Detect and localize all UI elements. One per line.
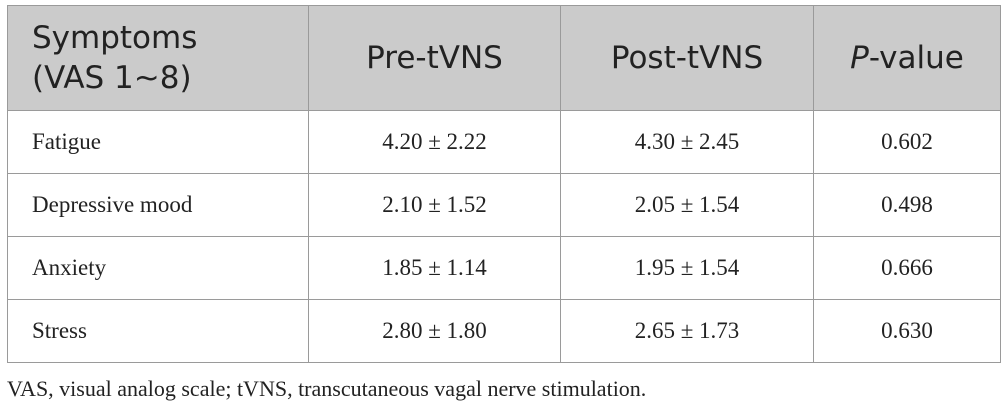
header-row: Symptoms (VAS 1∼8) Pre-tVNS Post-tVNS P-…: [7, 5, 1001, 111]
table-cell: 4.20 ± 2.22: [308, 110, 561, 174]
table-cell: 0.666: [813, 236, 1001, 300]
table-cell: 0.630: [813, 299, 1001, 363]
table-cell: 2.65 ± 1.73: [560, 299, 814, 363]
table-row: Stress 2.80 ± 1.80 2.65 ± 1.73 0.630: [7, 299, 1001, 363]
table-row: Anxiety 1.85 ± 1.14 1.95 ± 1.54 0.666: [7, 236, 1001, 300]
table-cell: Stress: [7, 299, 309, 363]
table-cell: 1.85 ± 1.14: [308, 236, 561, 300]
table-cell: 0.498: [813, 173, 1001, 237]
header-cell: Symptoms (VAS 1∼8): [7, 5, 309, 111]
table-cell: Depressive mood: [7, 173, 309, 237]
header-cell: Post-tVNS: [560, 5, 814, 111]
header-text: Symptoms (VAS 1∼8): [32, 20, 198, 96]
table-cell: 0.602: [813, 110, 1001, 174]
table-cell: 2.80 ± 1.80: [308, 299, 561, 363]
table-body: Fatigue 4.20 ± 2.22 4.30 ± 2.45 0.602 Depres…: [7, 110, 1001, 363]
table-row: Fatigue 4.20 ± 2.22 4.30 ± 2.45 0.602: [7, 110, 1001, 174]
header-cell: P-value: [813, 5, 1001, 111]
table-cell: Anxiety: [7, 236, 309, 300]
table-cell: 2.10 ± 1.52: [308, 173, 561, 237]
footnote: VAS, visual analog scale; tVNS, transcut…: [7, 376, 647, 401]
data-table: Symptoms (VAS 1∼8) Pre-tVNS Post-tVNS P-…: [7, 5, 1001, 363]
table-row: Depressive mood 2.10 ± 1.52 2.05 ± 1.54 0.4…: [7, 173, 1001, 237]
table-cell: 2.05 ± 1.54: [560, 173, 814, 237]
header-cell: Pre-tVNS: [308, 5, 561, 111]
table-cell: 1.95 ± 1.54: [560, 236, 814, 300]
table-cell: Fatigue: [7, 110, 309, 174]
table-cell: 4.30 ± 2.45: [560, 110, 814, 174]
